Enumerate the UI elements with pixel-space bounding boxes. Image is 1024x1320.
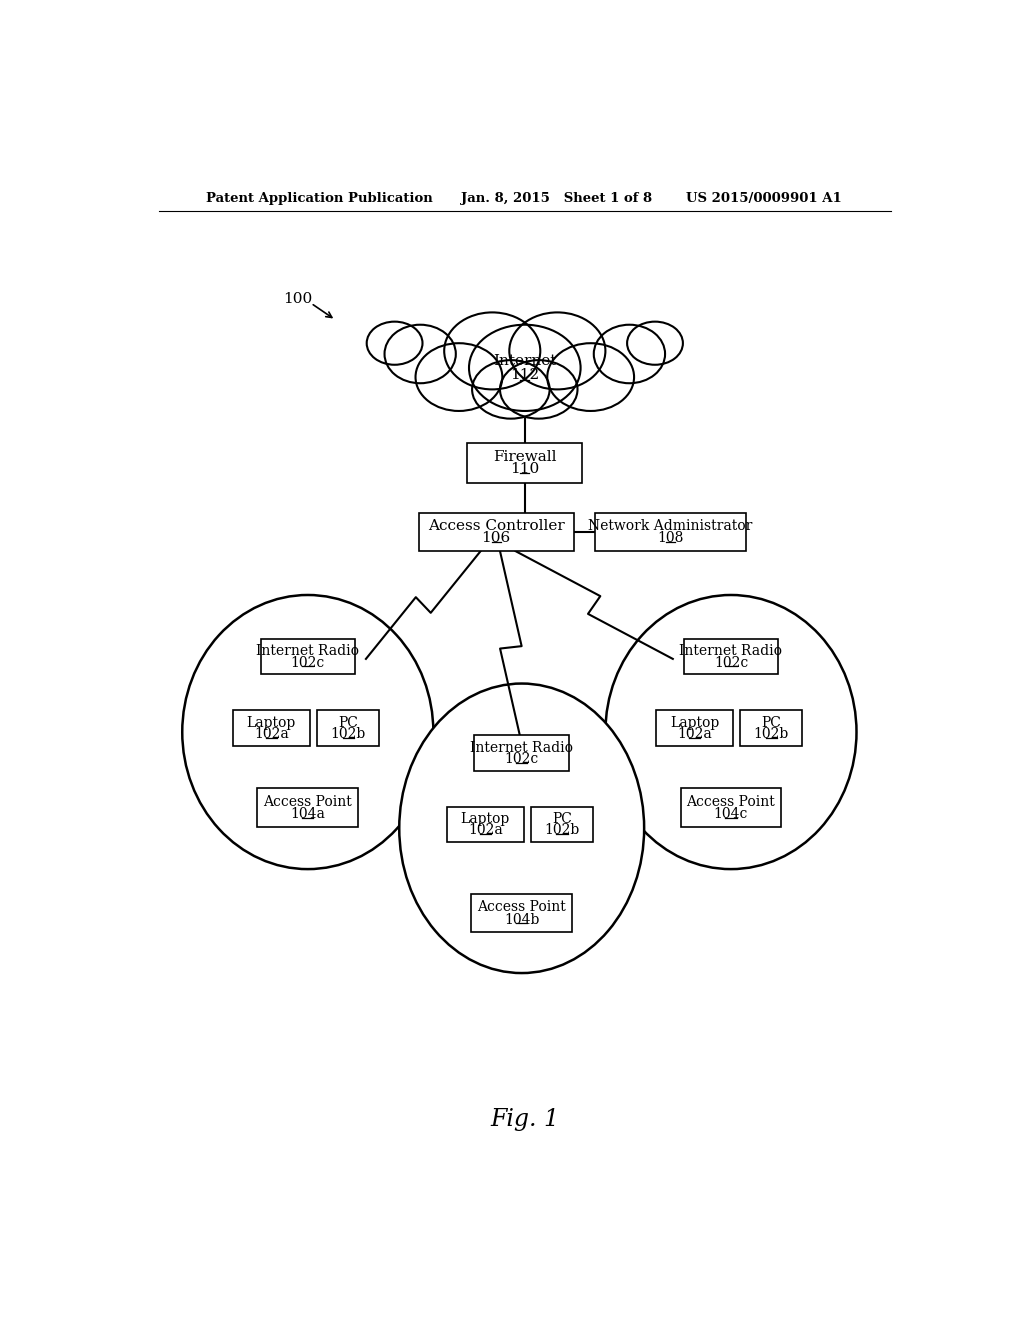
Text: 104c: 104c	[714, 807, 749, 821]
Text: 102b: 102b	[331, 727, 366, 742]
FancyBboxPatch shape	[740, 710, 802, 746]
Ellipse shape	[399, 684, 644, 973]
FancyBboxPatch shape	[684, 639, 778, 675]
Ellipse shape	[444, 313, 541, 389]
Text: 102b: 102b	[545, 824, 580, 837]
FancyBboxPatch shape	[257, 788, 358, 826]
Text: Patent Application Publication: Patent Application Publication	[206, 191, 432, 205]
Text: 102c: 102c	[505, 752, 539, 766]
FancyBboxPatch shape	[467, 442, 583, 483]
Ellipse shape	[182, 595, 433, 869]
Text: Firewall: Firewall	[493, 450, 557, 463]
Text: Access Controller: Access Controller	[428, 519, 564, 533]
Ellipse shape	[605, 595, 856, 869]
Ellipse shape	[547, 343, 634, 411]
Text: Internet Radio: Internet Radio	[256, 644, 359, 659]
Text: 104b: 104b	[504, 912, 540, 927]
Ellipse shape	[367, 322, 423, 364]
Text: Laptop: Laptop	[461, 812, 510, 826]
Ellipse shape	[472, 360, 550, 418]
Text: Laptop: Laptop	[247, 715, 296, 730]
Text: Network Administrator: Network Administrator	[589, 519, 753, 533]
FancyBboxPatch shape	[260, 639, 355, 675]
FancyBboxPatch shape	[446, 807, 524, 842]
Text: Internet Radio: Internet Radio	[470, 741, 573, 755]
Text: 104a: 104a	[291, 807, 326, 821]
FancyBboxPatch shape	[471, 894, 572, 932]
Text: PC: PC	[338, 715, 358, 730]
Text: Access Point: Access Point	[263, 795, 352, 809]
Text: Access Point: Access Point	[686, 795, 775, 809]
FancyBboxPatch shape	[232, 710, 310, 746]
Text: 102c: 102c	[291, 656, 325, 669]
Text: Internet Radio: Internet Radio	[680, 644, 782, 659]
Ellipse shape	[594, 325, 665, 383]
Text: 102a: 102a	[468, 824, 503, 837]
Text: 108: 108	[657, 532, 684, 545]
Ellipse shape	[469, 325, 581, 411]
FancyBboxPatch shape	[474, 735, 569, 771]
Text: 112: 112	[510, 368, 540, 381]
FancyBboxPatch shape	[531, 807, 593, 842]
Text: Jan. 8, 2015   Sheet 1 of 8: Jan. 8, 2015 Sheet 1 of 8	[461, 191, 652, 205]
Text: 102b: 102b	[754, 727, 788, 742]
Ellipse shape	[500, 360, 578, 418]
FancyBboxPatch shape	[655, 710, 733, 746]
Text: Access Point: Access Point	[477, 900, 566, 915]
Text: Internet: Internet	[494, 354, 556, 368]
Text: 102a: 102a	[254, 727, 289, 742]
Ellipse shape	[385, 325, 456, 383]
Text: Fig. 1: Fig. 1	[490, 1107, 559, 1131]
FancyBboxPatch shape	[419, 512, 573, 552]
Text: PC: PC	[552, 812, 572, 826]
Ellipse shape	[509, 313, 605, 389]
Text: Laptop: Laptop	[670, 715, 719, 730]
Text: 102c: 102c	[714, 656, 749, 669]
FancyBboxPatch shape	[595, 512, 746, 552]
Text: 102a: 102a	[677, 727, 712, 742]
Text: 110: 110	[510, 462, 540, 477]
Text: PC: PC	[761, 715, 781, 730]
Ellipse shape	[416, 343, 503, 411]
Ellipse shape	[627, 322, 683, 364]
Text: 100: 100	[283, 292, 312, 305]
Text: 106: 106	[481, 532, 511, 545]
FancyBboxPatch shape	[681, 788, 781, 826]
FancyBboxPatch shape	[317, 710, 379, 746]
Text: US 2015/0009901 A1: US 2015/0009901 A1	[686, 191, 842, 205]
